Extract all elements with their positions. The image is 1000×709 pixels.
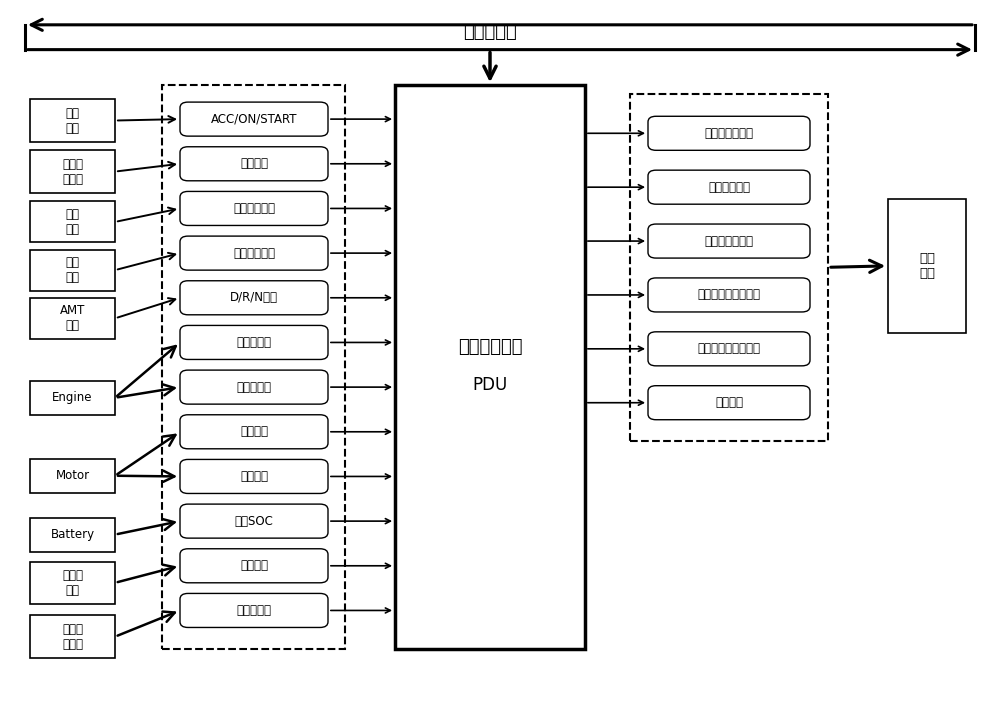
- FancyBboxPatch shape: [648, 170, 810, 204]
- Bar: [30, 615, 115, 658]
- FancyBboxPatch shape: [648, 332, 810, 366]
- Text: AMT
挡杆: AMT 挡杆: [60, 304, 85, 333]
- Bar: [30, 518, 115, 552]
- Text: PDU: PDU: [472, 376, 508, 393]
- Text: Battery: Battery: [50, 528, 95, 541]
- Text: 离合器控制需求: 离合器控制需求: [704, 235, 754, 247]
- Text: 离合器状态: 离合器状态: [237, 604, 272, 617]
- Text: 中桥变速箱需求挡位: 中桥变速箱需求挡位: [698, 289, 761, 301]
- FancyBboxPatch shape: [180, 370, 328, 404]
- Text: 轮速传
感器: 轮速传 感器: [62, 569, 83, 597]
- Text: Engine: Engine: [52, 391, 93, 404]
- Text: Motor: Motor: [55, 469, 90, 482]
- Bar: [630, 94, 828, 441]
- Bar: [30, 298, 115, 339]
- Text: 动力域控制器: 动力域控制器: [458, 338, 522, 356]
- Text: 驾驶模
式开关: 驾驶模 式开关: [62, 157, 83, 186]
- Text: 驾驶模式: 驾驶模式: [240, 157, 268, 170]
- FancyBboxPatch shape: [180, 236, 328, 270]
- Text: 钥匙
开关: 钥匙 开关: [66, 106, 80, 135]
- FancyBboxPatch shape: [180, 504, 328, 538]
- Text: 整车端网关: 整车端网关: [463, 23, 517, 41]
- FancyBboxPatch shape: [648, 116, 810, 150]
- FancyBboxPatch shape: [180, 102, 328, 136]
- Bar: [30, 459, 115, 493]
- Text: 制动
踏板: 制动 踏板: [66, 256, 80, 284]
- Text: 发动机转速: 发动机转速: [237, 336, 272, 349]
- Bar: [888, 199, 966, 333]
- Text: D/R/N挡位: D/R/N挡位: [230, 291, 278, 304]
- FancyBboxPatch shape: [648, 278, 810, 312]
- Text: 各轮转速: 各轮转速: [240, 559, 268, 572]
- Bar: [30, 562, 115, 604]
- Text: 发动机控制需求: 发动机控制需求: [704, 127, 754, 140]
- FancyBboxPatch shape: [180, 459, 328, 493]
- Bar: [395, 85, 585, 649]
- FancyBboxPatch shape: [180, 281, 328, 315]
- FancyBboxPatch shape: [180, 147, 328, 181]
- Bar: [162, 85, 345, 649]
- Text: 执行
机构: 执行 机构: [919, 252, 935, 280]
- Text: 加速踏板开度: 加速踏板开度: [233, 202, 275, 215]
- Text: 制动压力: 制动压力: [715, 396, 743, 409]
- FancyBboxPatch shape: [180, 415, 328, 449]
- Bar: [30, 201, 115, 242]
- Text: 加速
踏板: 加速 踏板: [66, 208, 80, 236]
- Bar: [30, 99, 115, 142]
- Text: 制动踏板开度: 制动踏板开度: [233, 247, 275, 259]
- Text: 电机转速: 电机转速: [240, 425, 268, 438]
- Bar: [30, 250, 115, 291]
- Text: 换挡执
行机构: 换挡执 行机构: [62, 623, 83, 651]
- FancyBboxPatch shape: [180, 549, 328, 583]
- Text: 后桥变速箱需求挡位: 后桥变速箱需求挡位: [698, 342, 761, 355]
- FancyBboxPatch shape: [180, 593, 328, 627]
- Bar: [30, 150, 115, 193]
- Text: ACC/ON/START: ACC/ON/START: [211, 113, 297, 125]
- FancyBboxPatch shape: [648, 386, 810, 420]
- Text: 电机控制需求: 电机控制需求: [708, 181, 750, 194]
- Text: 电池SOC: 电池SOC: [235, 515, 273, 527]
- FancyBboxPatch shape: [180, 325, 328, 359]
- Text: 电机转矩: 电机转矩: [240, 470, 268, 483]
- Text: 发动机转矩: 发动机转矩: [237, 381, 272, 393]
- Bar: [30, 381, 115, 415]
- FancyBboxPatch shape: [180, 191, 328, 225]
- FancyBboxPatch shape: [648, 224, 810, 258]
